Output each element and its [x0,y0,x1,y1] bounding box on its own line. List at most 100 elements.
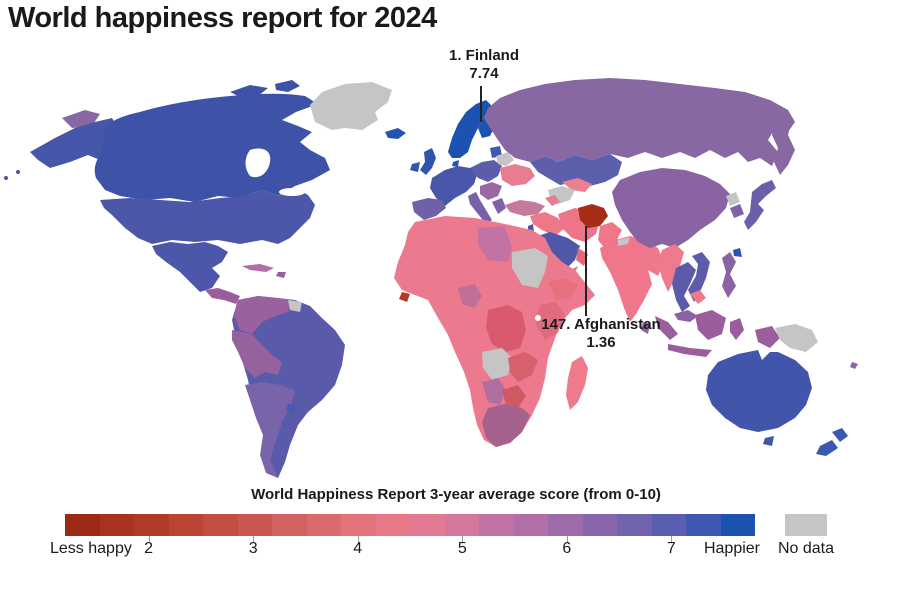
page-title: World happiness report for 2024 [8,2,437,34]
region-italy [468,192,492,224]
region-venezuela-colombia [234,296,292,334]
legend-tick-mark [253,536,255,542]
region-pakistan [598,222,622,250]
region-brazil [232,296,345,478]
region-indonesia-sumatra [655,316,678,340]
region-ethiopia [548,278,578,300]
legend-tick-label: 5 [457,540,467,557]
region-greenland [310,82,392,130]
region-hispaniola [276,272,286,278]
region-uruguay [286,404,296,413]
legend-gradient-block [203,514,238,536]
legend-gradient-block [444,514,479,536]
region-nigeria [458,284,482,308]
great-lakes [279,188,305,196]
legend-tick-mark [357,536,359,542]
region-papua-new-guinea [775,324,818,352]
region-nepal [618,237,630,246]
region-kazakhstan [530,154,622,186]
region-madagascar [566,356,588,410]
region-sierra-leone [399,292,410,302]
region-guyana [288,300,302,312]
region-zambia-zimbabwe [508,352,538,382]
legend-happier-label: Happier [703,540,760,557]
legend-gradient-block [548,514,583,536]
region-peru-bolivia [232,330,282,378]
region-canada-arctic-islands [275,80,300,92]
legend-tick-label: 3 [248,540,258,557]
region-usa [100,188,315,244]
legend-gradient-block [582,514,617,536]
legend-tick-mark [671,536,673,542]
region-central-america [205,288,240,304]
region-taiwan [733,248,742,257]
legend-gradient-block [651,514,686,536]
region-alaska [30,118,118,168]
region-namibia [482,378,506,405]
region-ukraine [500,164,535,186]
finland-leader-line [480,86,482,122]
region-indonesia-newguinea [755,326,780,348]
region-balkans [480,182,502,200]
region-new-zealand-south [816,440,838,456]
region-uzbekistan [562,178,592,192]
region-cuba [242,264,274,272]
region-aleutians [4,176,8,180]
region-iceland [385,128,406,139]
afghanistan-annotation-label: 147. Afghanistan [541,316,661,333]
legend-gradient-block [65,514,100,536]
region-botswana [502,385,526,408]
legend-title: World Happiness Report 3-year average sc… [251,486,661,503]
legend-gradient-block [134,514,169,536]
afghanistan-leader-line [585,226,587,316]
region-west-europe [430,166,478,206]
region-india [600,236,664,322]
legend-gradient-block [375,514,410,536]
legend-tick-mark [462,536,464,542]
region-south-africa [482,404,530,447]
legend-tick-mark [148,536,150,542]
legend-gradient-block [341,514,376,536]
region-indonesia-java [668,344,712,357]
region-canada-arctic-islands [230,85,268,97]
region-aleutians [16,170,20,174]
region-vietnam [688,252,710,302]
region-japan [744,180,776,230]
legend-no-data-swatch [785,514,827,536]
region-libya [478,226,512,262]
region-fiji [850,362,858,369]
afghanistan-annotation-value: 1.36 [586,334,616,351]
legend-gradient-block [686,514,721,536]
region-sri-lanka [641,322,650,334]
region-china-mongolia [612,168,730,248]
legend-gradient-block [306,514,341,536]
region-caucasus [545,195,560,206]
region-tasmania [763,436,774,446]
region-indonesia-borneo [695,310,726,340]
region-kenya-tanzania [536,302,565,340]
legend-tick-label: 4 [353,540,363,557]
region-australia [706,350,812,432]
region-kamchatka [772,108,795,175]
region-new-zealand-north [832,428,848,442]
region-denmark [452,160,459,167]
legend-gradient-block [617,514,652,536]
legend-gradient-block [237,514,272,536]
region-ireland [410,162,420,172]
region-central-europe [470,160,502,182]
region-malaysia [674,310,698,322]
region-philippines [722,252,736,298]
region-argentina-chile [245,382,295,478]
region-iberia [412,198,446,220]
legend-less-happy-label: Less happy [50,540,132,557]
legend-tick-label: 2 [144,540,154,557]
legend-gradient-block [410,514,445,536]
legend-tick-label: 6 [562,540,572,557]
region-canada [94,93,331,202]
region-indonesia-sulawesi [730,318,744,340]
region-afghanistan [578,204,608,228]
legend-gradient-block [99,514,134,536]
region-uk [420,148,436,175]
region-sudan [512,248,548,288]
